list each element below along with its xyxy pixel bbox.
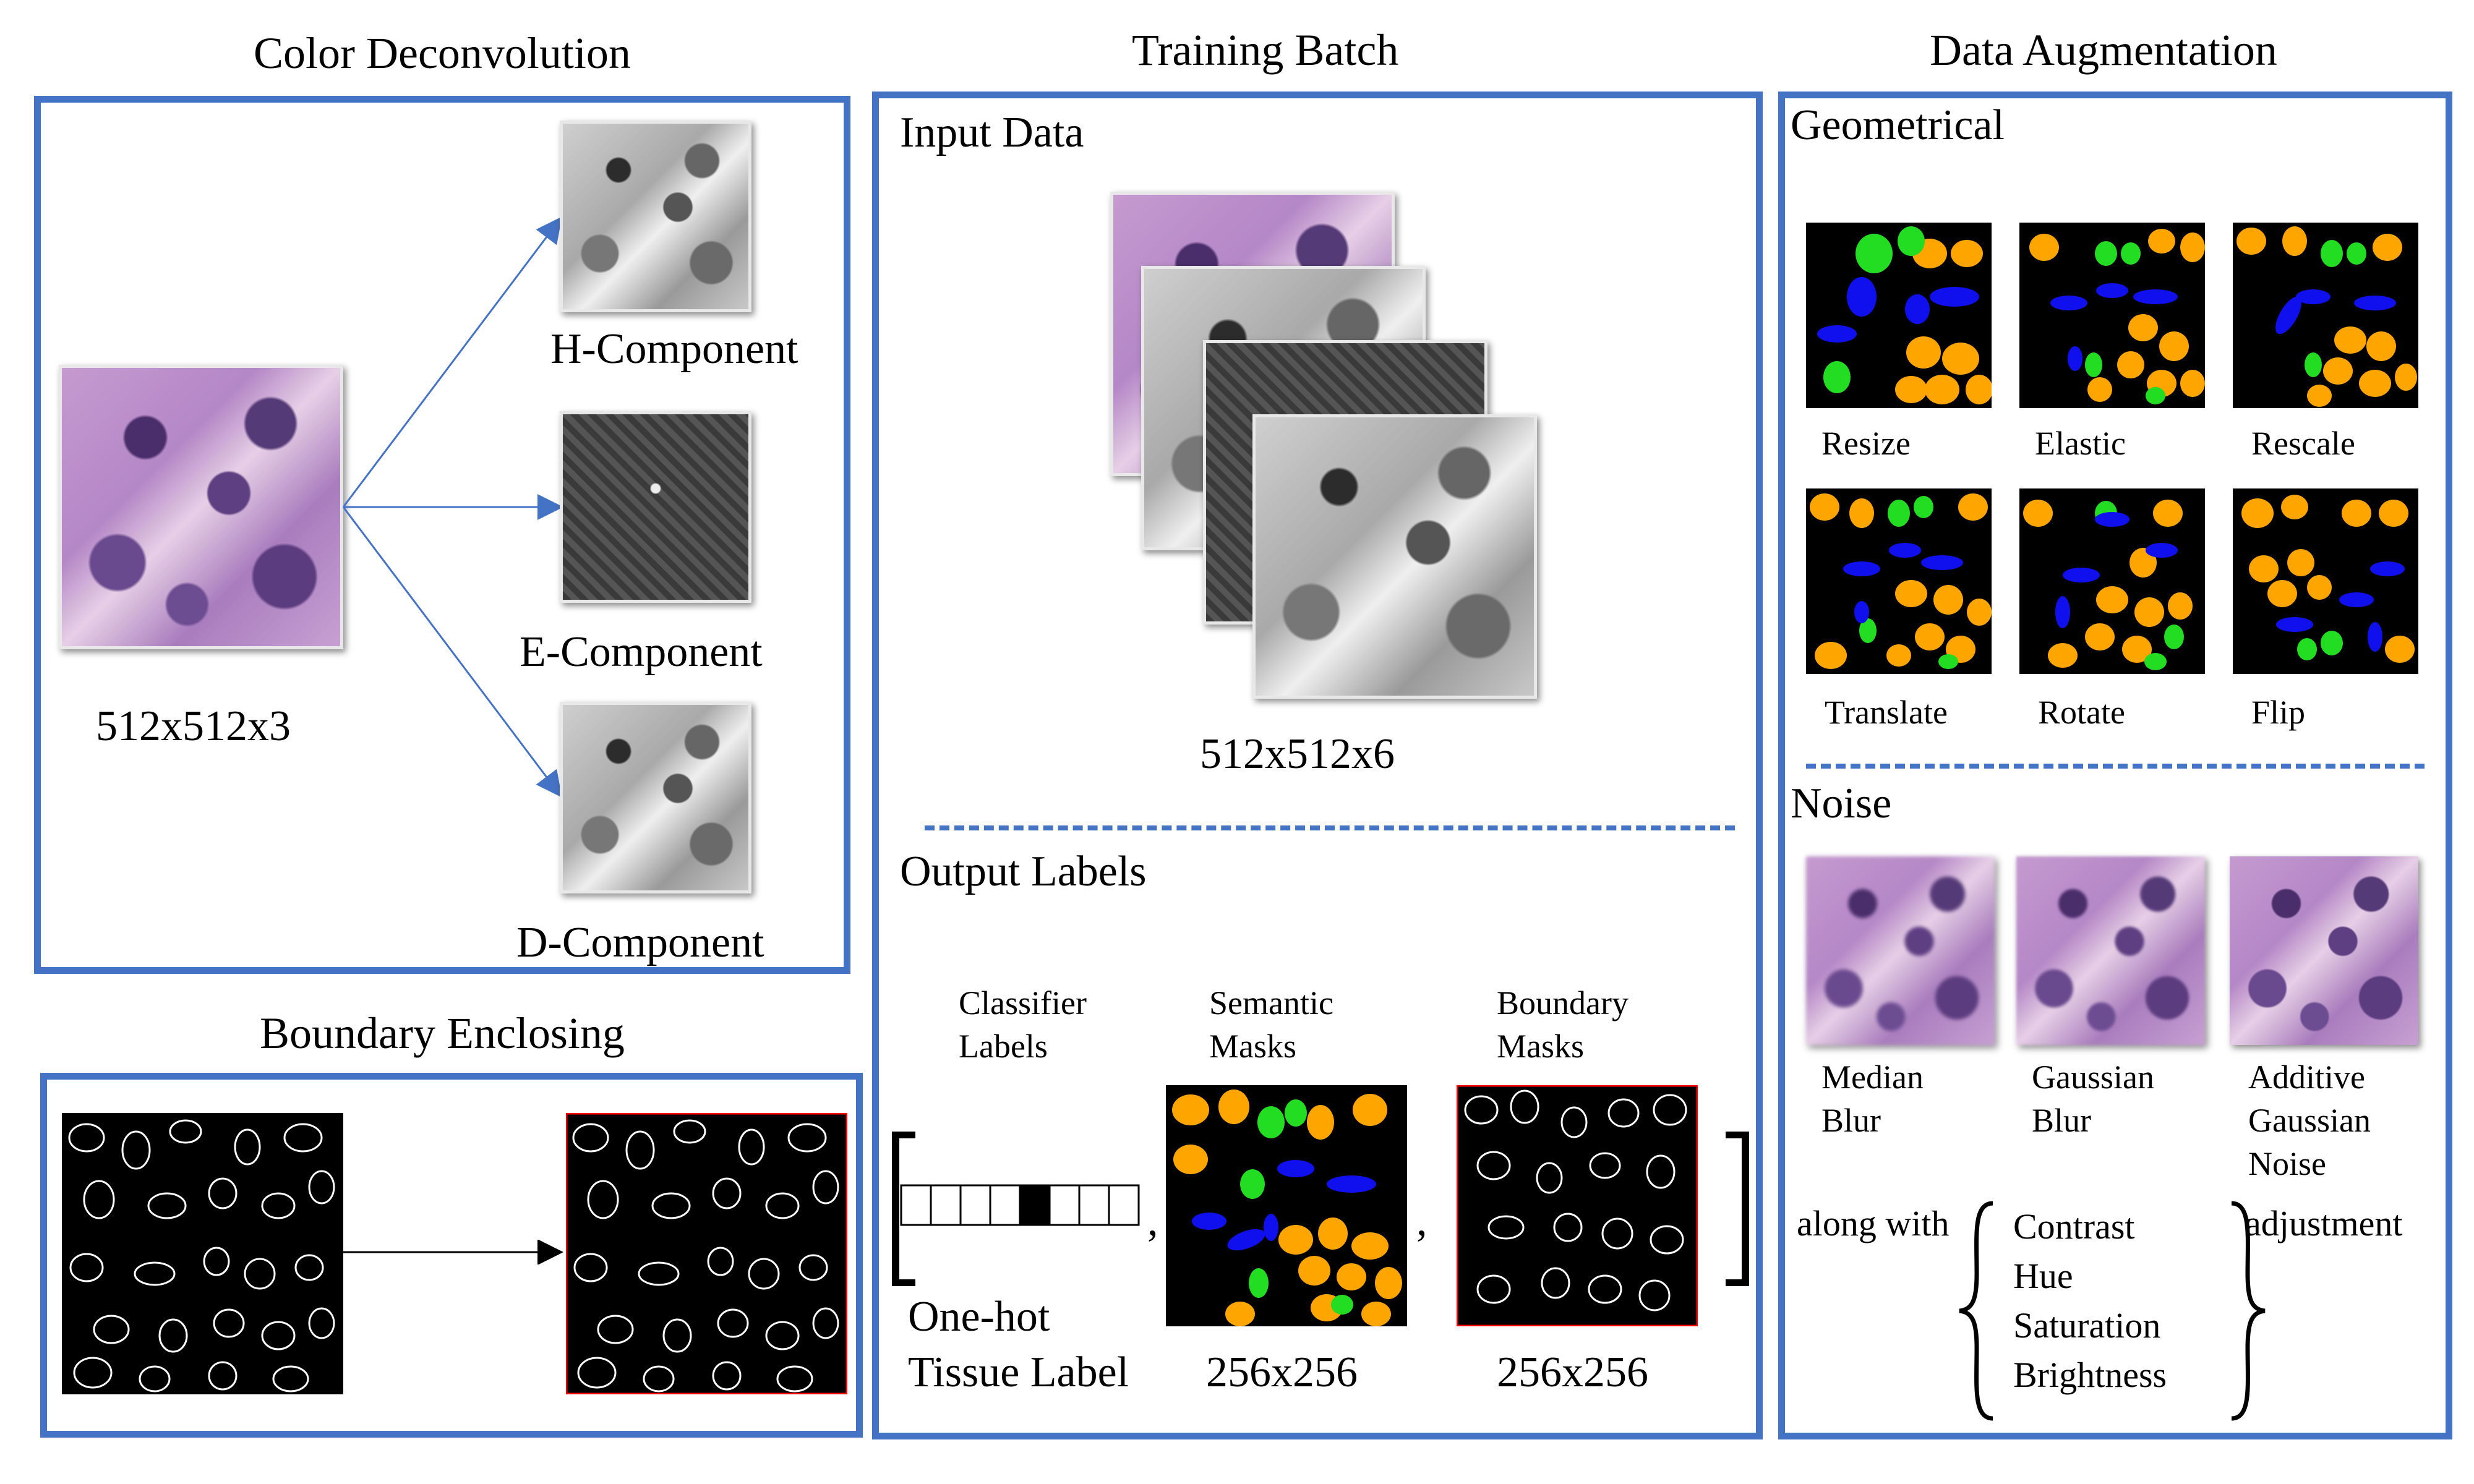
along-with-text: along with: [1797, 1203, 1950, 1243]
adjust-saturation: Saturation: [2013, 1305, 2161, 1345]
training-divider: [925, 825, 1735, 830]
gaussian-blur-label-2: Blur: [2032, 1102, 2092, 1139]
translate-label: Translate: [1825, 694, 1948, 731]
median-blur-label-1: Median: [1821, 1059, 1924, 1096]
input-stack-size-label: 512x512x6: [1200, 730, 1395, 778]
stack-d-image: [1252, 414, 1537, 699]
comma-1: ,: [1147, 1197, 1158, 1245]
input-data-title: Input Data: [900, 109, 1084, 156]
boundary-header-2: Masks: [1497, 1028, 1585, 1065]
boundary-mask-image: [1457, 1085, 1698, 1326]
e-component-label: E-Component: [520, 628, 763, 676]
training-batch-title: Training Batch: [1132, 25, 1399, 75]
classifier-header-1: Classifier: [959, 984, 1087, 1021]
right-bracket: [1726, 1132, 1749, 1286]
rotate-mask: [2019, 488, 2205, 674]
boundary-before-image: [62, 1113, 343, 1394]
one-hot-caption-2: Tissue Label: [908, 1349, 1129, 1396]
resize-label: Resize: [1821, 425, 1911, 462]
semantic-header-2: Masks: [1209, 1028, 1297, 1065]
elastic-mask: [2019, 223, 2205, 408]
classifier-header-2: Labels: [959, 1028, 1048, 1065]
d-component-label: D-Component: [516, 919, 764, 966]
adjust-hue: Hue: [2013, 1256, 2073, 1296]
resize-mask: [1806, 223, 1992, 408]
adjustment-text: adjustment: [2245, 1203, 2403, 1243]
boundary-enclosing-title: Boundary Enclosing: [260, 1009, 625, 1058]
boundary-after-image: [566, 1113, 847, 1394]
left-brace: [1959, 1201, 1993, 1421]
rescale-label: Rescale: [2251, 425, 2355, 462]
training-batch-panel: [872, 92, 1763, 1439]
semantic-mask-image: [1166, 1085, 1407, 1326]
flip-label: Flip: [2251, 694, 2306, 731]
translate-mask: [1806, 488, 1992, 674]
semantic-size-label: 256x256: [1206, 1349, 1358, 1396]
flip-mask: [2233, 488, 2418, 674]
rescale-mask: [2233, 223, 2418, 408]
deconvolution-arrows: [342, 216, 563, 798]
right-brace: [2231, 1201, 2266, 1421]
elastic-label: Elastic: [2035, 425, 2126, 462]
rotate-label: Rotate: [2038, 694, 2125, 731]
geometrical-title: Geometrical: [1791, 101, 2005, 149]
data-augmentation-panel: [1778, 92, 2452, 1439]
noise-title: Noise: [1791, 780, 1892, 827]
gaussian-noise-image: [2230, 856, 2418, 1045]
boundary-size-label: 256x256: [1497, 1349, 1648, 1396]
gaussian-noise-label-2: Gaussian: [2248, 1102, 2371, 1139]
e-component-image: [560, 411, 751, 603]
boundary-arrow: [343, 1240, 563, 1264]
gaussian-blur-image: [2016, 856, 2205, 1045]
boundary-enclosing-panel: [40, 1073, 863, 1438]
one-hot-vector: [900, 1184, 1140, 1226]
input-he-image: [59, 365, 343, 649]
gaussian-noise-label-3: Noise: [2248, 1145, 2326, 1182]
h-component-label: H-Component: [550, 325, 798, 373]
d-component-image: [560, 702, 751, 893]
semantic-header-1: Semantic: [1209, 984, 1333, 1021]
left-bracket: [892, 1132, 915, 1286]
output-labels-title: Output Labels: [900, 848, 1147, 895]
color-deconvolution-panel: [34, 96, 850, 974]
gaussian-noise-label-1: Additive: [2248, 1059, 2365, 1096]
adjust-contrast: Contrast: [2013, 1206, 2135, 1247]
data-augmentation-title: Data Augmentation: [1930, 25, 2277, 75]
h-component-image: [560, 121, 751, 312]
comma-2: ,: [1416, 1197, 1427, 1245]
color-deconvolution-title: Color Deconvolution: [254, 28, 631, 78]
augmentation-divider: [1806, 764, 2425, 769]
adjust-brightness: Brightness: [2013, 1355, 2167, 1395]
median-blur-label-2: Blur: [1821, 1102, 1881, 1139]
boundary-header-1: Boundary: [1497, 984, 1629, 1021]
one-hot-caption-1: One-hot: [908, 1293, 1050, 1341]
gaussian-blur-label-1: Gaussian: [2032, 1059, 2154, 1096]
median-blur-image: [1806, 856, 1995, 1045]
input-size-label: 512x512x3: [96, 702, 291, 750]
